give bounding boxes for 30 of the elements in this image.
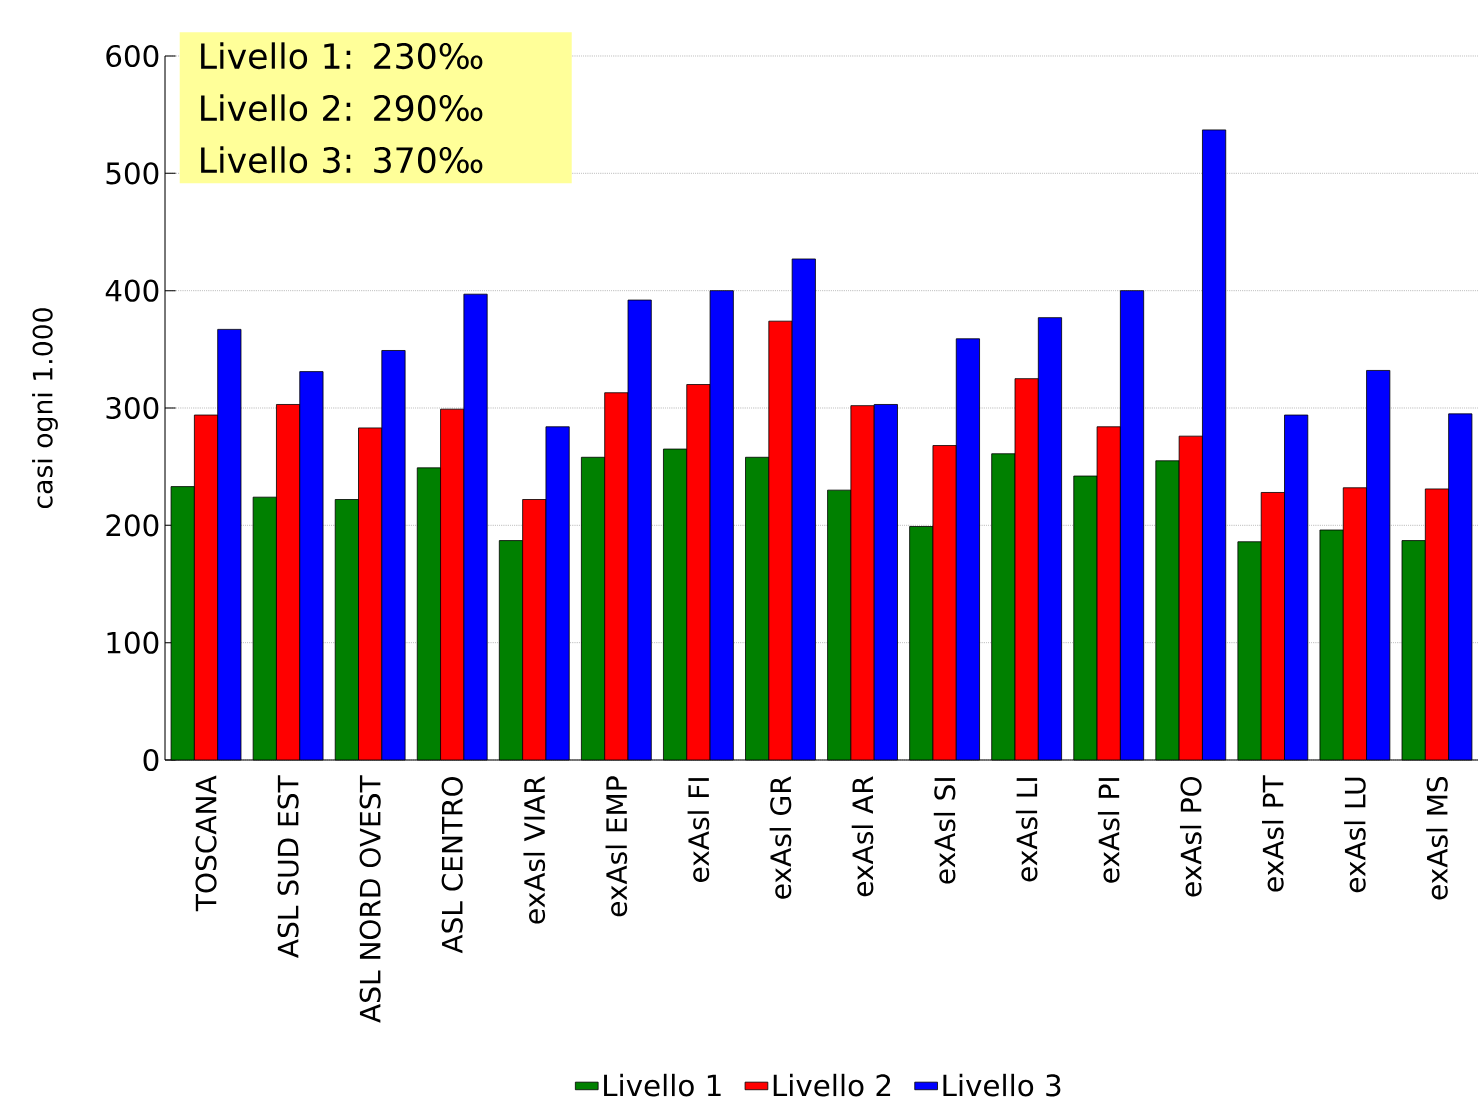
annotation: Livello 2: 290‰	[201, 94, 483, 122]
x-tick-label: exAsl PI	[1097, 778, 1120, 883]
x-tick-label: exAsl AR	[851, 776, 874, 897]
x-tick-label: ASL NORD OVEST	[359, 775, 381, 1023]
x-tick-label: exAsl PO	[1179, 776, 1202, 897]
x-tick-label: ASL SUD EST	[277, 775, 299, 958]
legend-label: Livello 3	[943, 1073, 1061, 1097]
y-tick-label: 0	[143, 748, 159, 772]
x-tick-label: exAsl VIAR	[523, 776, 546, 924]
x-tick-label: exAsl PT	[1262, 775, 1284, 892]
x-tick-label: exAsl EMP	[605, 776, 628, 917]
x-tick-label: exAsl LI	[1015, 778, 1038, 882]
x-tick-label: exAsl LU	[1344, 777, 1366, 893]
x-tick-label: exAsl GR	[769, 776, 792, 899]
x-tick-label: exAsl FI	[687, 778, 710, 882]
x-tick-label: ASL CENTRO	[441, 776, 463, 954]
annotation: Livello 3: 370‰	[201, 146, 483, 174]
y-tick-label: 600	[106, 44, 159, 68]
annotation: Livello 1: 230‰	[201, 42, 483, 70]
y-tick-label: 100	[107, 631, 159, 654]
y-tick-label: 300	[106, 396, 159, 420]
y-axis-title: casi ogni 1.000	[32, 308, 58, 509]
x-tick-label: exAsl SI	[933, 778, 956, 884]
x-tick-label: TOSCANA	[195, 775, 217, 912]
y-tick-label: 500	[106, 162, 159, 185]
legend-label: Livello 2	[773, 1073, 891, 1097]
legend-label: Livello 1	[604, 1073, 721, 1097]
y-tick-label: 200	[106, 514, 159, 537]
y-tick-label: 400	[105, 279, 159, 302]
x-tick-label: exAsl MS	[1426, 776, 1448, 900]
